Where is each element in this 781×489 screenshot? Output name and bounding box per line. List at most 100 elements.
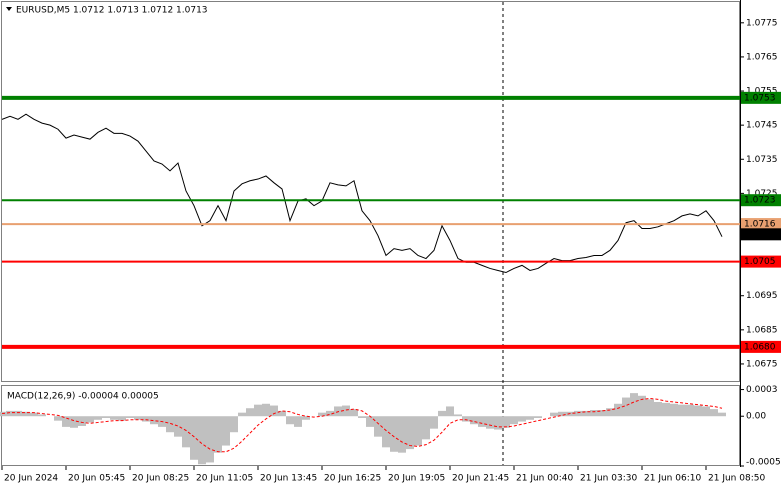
histogram-bar — [446, 406, 454, 417]
histogram-bar — [358, 416, 366, 418]
histogram-bar — [102, 416, 110, 418]
y-tick-label: 1.0685 — [746, 325, 778, 335]
histogram-bar — [486, 416, 494, 429]
chart-title: EURUSD,M5 1.0712 1.0713 1.0712 1.0713 — [16, 6, 208, 16]
histogram-bar — [470, 416, 478, 425]
histogram-bar — [38, 414, 46, 417]
histogram-bar — [94, 416, 102, 420]
histogram-bar — [206, 416, 214, 463]
x-tick-label: 20 Jun 13:45 — [260, 474, 317, 484]
histogram-bar — [0, 411, 6, 417]
y-tick-label: 1.0725 — [746, 189, 778, 199]
histogram-bar — [670, 403, 678, 417]
x-tick-label: 21 Jun 00:40 — [516, 474, 573, 484]
macd-title: MACD(12,26,9) -0.00004 0.00005 — [7, 392, 159, 402]
histogram-bar — [230, 416, 238, 433]
histogram-bar — [622, 397, 630, 417]
level-label: 1.0723 — [744, 196, 776, 206]
histogram-bar — [182, 416, 190, 448]
x-tick-label: 21 Jun 03:30 — [580, 474, 637, 484]
histogram-bar — [518, 416, 526, 422]
level-label: 1.0680 — [744, 342, 776, 352]
signal-line — [1, 397, 723, 453]
histogram-bar — [454, 414, 462, 417]
histogram-bar — [414, 416, 422, 446]
histogram-bar — [694, 405, 702, 417]
macd-pane — [1, 385, 740, 466]
histogram-bar — [150, 416, 158, 425]
price-line — [1, 113, 723, 274]
histogram-bar — [678, 404, 686, 417]
histogram-bar — [342, 405, 350, 417]
histogram-bar — [702, 406, 710, 417]
histogram-bar — [262, 403, 270, 417]
y-tick-label: 1.0765 — [746, 52, 778, 62]
y-tick-label: 1.0745 — [746, 121, 778, 131]
histogram-bar — [406, 416, 414, 450]
histogram-bar — [382, 416, 390, 448]
histogram-bar — [462, 416, 470, 422]
histogram-bar — [246, 408, 254, 417]
histogram-bar — [214, 416, 222, 453]
histogram-bar — [166, 416, 174, 433]
histogram-bar — [6, 410, 14, 417]
histogram-bar — [558, 411, 566, 417]
histogram-bar — [30, 412, 38, 417]
histogram-bar — [14, 410, 22, 417]
histogram-bar — [198, 416, 206, 465]
price-pane — [1, 1, 740, 382]
histogram-bar — [278, 410, 286, 417]
histogram-bar — [710, 409, 718, 417]
histogram-bar — [238, 412, 246, 417]
histogram-bar — [646, 399, 654, 417]
x-tick-label: 20 Jun 19:05 — [388, 474, 445, 484]
histogram-bar — [350, 409, 358, 417]
histogram-bar — [662, 402, 670, 417]
x-tick-label: 20 Jun 21:45 — [452, 474, 509, 484]
histogram-bar — [654, 402, 662, 417]
histogram-bar — [110, 416, 118, 420]
histogram-bar — [270, 405, 278, 417]
histogram-bar — [718, 412, 726, 417]
histogram-bar — [494, 416, 502, 430]
histogram-bar — [422, 416, 430, 440]
histogram-bar — [134, 416, 142, 420]
histogram-bar — [366, 416, 374, 427]
histogram-bar — [318, 412, 326, 417]
histogram-bar — [142, 416, 150, 422]
histogram-bar — [614, 403, 622, 417]
histogram-bar — [582, 410, 590, 417]
x-tick-label: 20 Jun 05:45 — [68, 474, 125, 484]
x-tick-label: 21 Jun 08:50 — [708, 474, 765, 484]
histogram-bar — [430, 416, 438, 429]
histogram-bar — [126, 416, 134, 418]
histogram-bar — [222, 416, 230, 446]
histogram-bar — [326, 410, 334, 417]
histogram-bar — [502, 416, 510, 428]
y-tick-label: 0.00 — [746, 412, 766, 422]
histogram-bar — [590, 410, 598, 417]
histogram-bar — [478, 416, 486, 427]
histogram-bar — [606, 408, 614, 417]
histogram-bar — [22, 411, 30, 417]
level-label-box — [740, 91, 781, 104]
histogram-bar — [62, 416, 70, 427]
histogram-bar — [390, 416, 398, 452]
level-label-box — [740, 218, 781, 231]
histogram-bar — [86, 416, 94, 423]
last-price-box — [740, 228, 781, 241]
histogram-bar — [78, 416, 86, 426]
histogram-bar — [302, 416, 310, 420]
histogram-bar — [526, 416, 534, 420]
histogram-bar — [438, 410, 446, 417]
histogram-bar — [374, 416, 382, 437]
histogram-bar — [286, 416, 294, 425]
level-label-box — [740, 340, 781, 353]
histogram-bar — [398, 416, 406, 453]
y-tick-label: 0.0003 — [746, 385, 778, 395]
histogram-bar — [510, 416, 518, 425]
last-price-label: 1.0713 — [744, 230, 776, 240]
histogram-bar — [254, 404, 262, 417]
y-tick-label: 1.0695 — [746, 291, 778, 301]
